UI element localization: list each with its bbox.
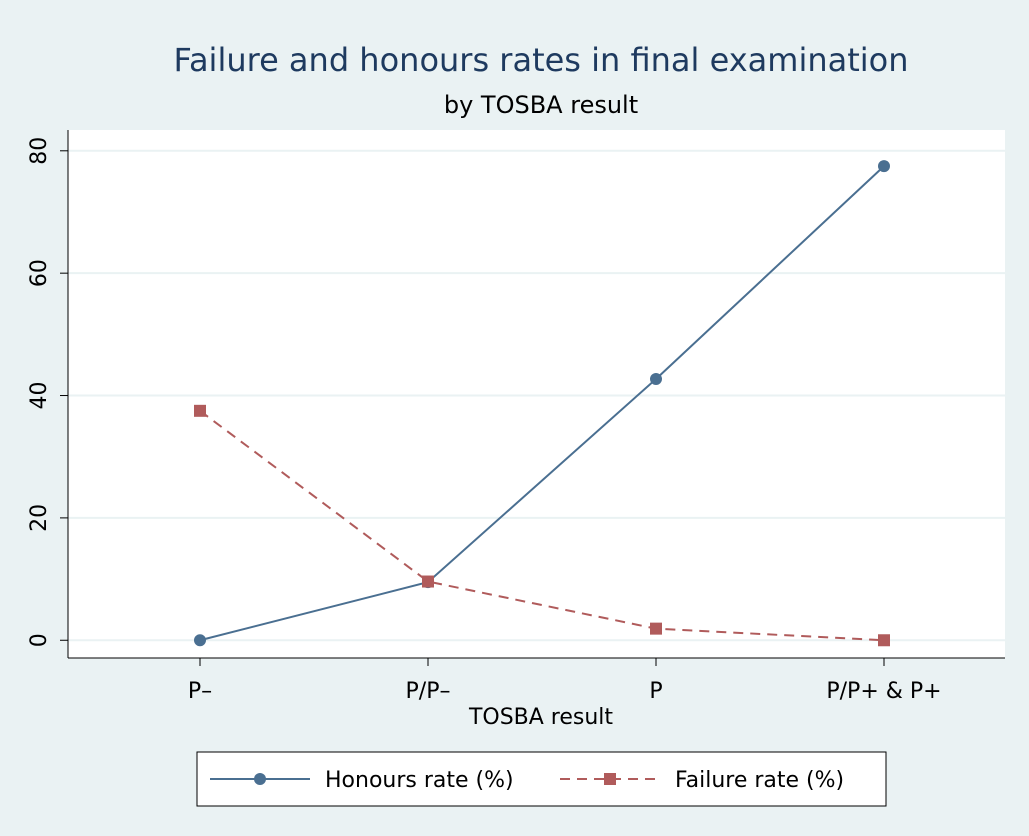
x-axis-label: TOSBA result bbox=[468, 705, 613, 730]
y-tick-label: 60 bbox=[27, 259, 52, 287]
series-line bbox=[199, 165, 885, 642]
y-tick-label: 40 bbox=[27, 382, 52, 410]
y-tick-label: 20 bbox=[27, 504, 52, 532]
chart-subtitle: by TOSBA result bbox=[444, 91, 638, 119]
legend-label: Honours rate (%) bbox=[325, 768, 514, 793]
legend bbox=[196, 751, 887, 807]
x-tick-label: P– bbox=[188, 679, 212, 704]
point bbox=[194, 634, 206, 647]
legend-marker bbox=[254, 773, 266, 785]
y-tick-label: 80 bbox=[27, 137, 52, 165]
legend-marker bbox=[604, 773, 616, 785]
point bbox=[650, 373, 662, 386]
chart-title: Failure and honours rates in final exami… bbox=[173, 41, 908, 79]
point bbox=[878, 634, 890, 647]
legend-label: Failure rate (%) bbox=[675, 768, 844, 793]
x-tick-label: P/P– bbox=[406, 679, 451, 704]
point bbox=[194, 404, 206, 417]
series-line bbox=[199, 410, 885, 642]
point bbox=[422, 575, 434, 588]
point bbox=[650, 622, 662, 635]
x-tick-label: P bbox=[649, 679, 662, 704]
plot-area bbox=[68, 130, 1005, 658]
y-tick-label: 0 bbox=[27, 633, 52, 647]
x-tick-label: P/P+ & P+ bbox=[826, 679, 941, 704]
point bbox=[878, 160, 890, 173]
